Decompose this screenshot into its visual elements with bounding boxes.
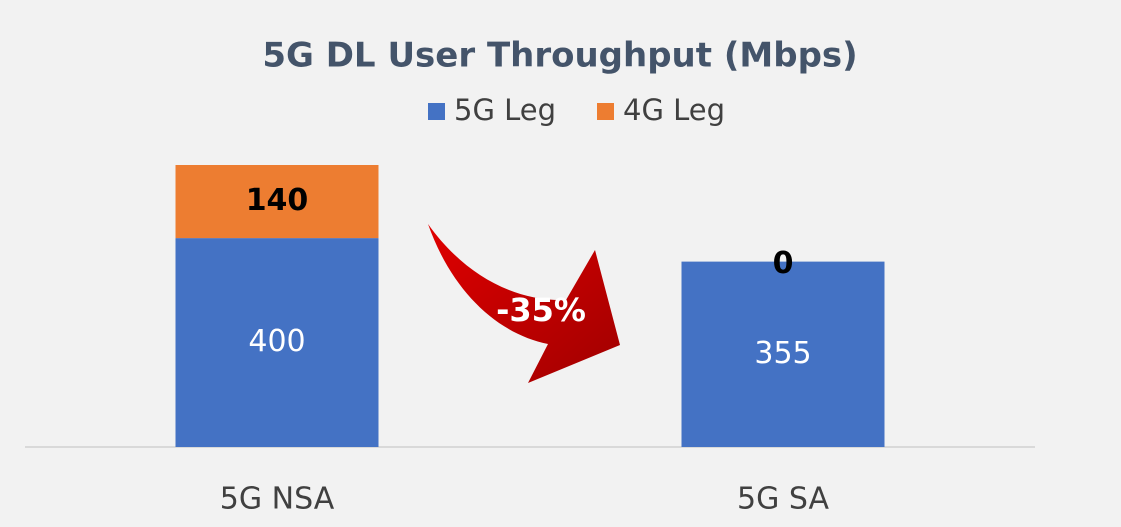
legend-swatch [597, 103, 614, 120]
x-tick-label: 5G NSA [220, 482, 335, 517]
bar-segment [681, 261, 885, 447]
data-label: 0 [773, 246, 794, 281]
data-label: 400 [248, 324, 305, 359]
legend-label: 5G Leg [454, 93, 556, 127]
data-label: 140 [246, 183, 309, 218]
x-tick-label: 5G SA [737, 482, 829, 517]
bar-segment [175, 238, 379, 447]
legend-label: 4G Leg [623, 93, 725, 127]
legend-swatch [428, 103, 445, 120]
chart-title: 5G DL User Throughput (Mbps) [262, 36, 857, 76]
annotation: -35% [496, 291, 586, 329]
data-label: 355 [754, 336, 811, 371]
arrow [428, 224, 620, 383]
bar-segment [175, 165, 379, 239]
